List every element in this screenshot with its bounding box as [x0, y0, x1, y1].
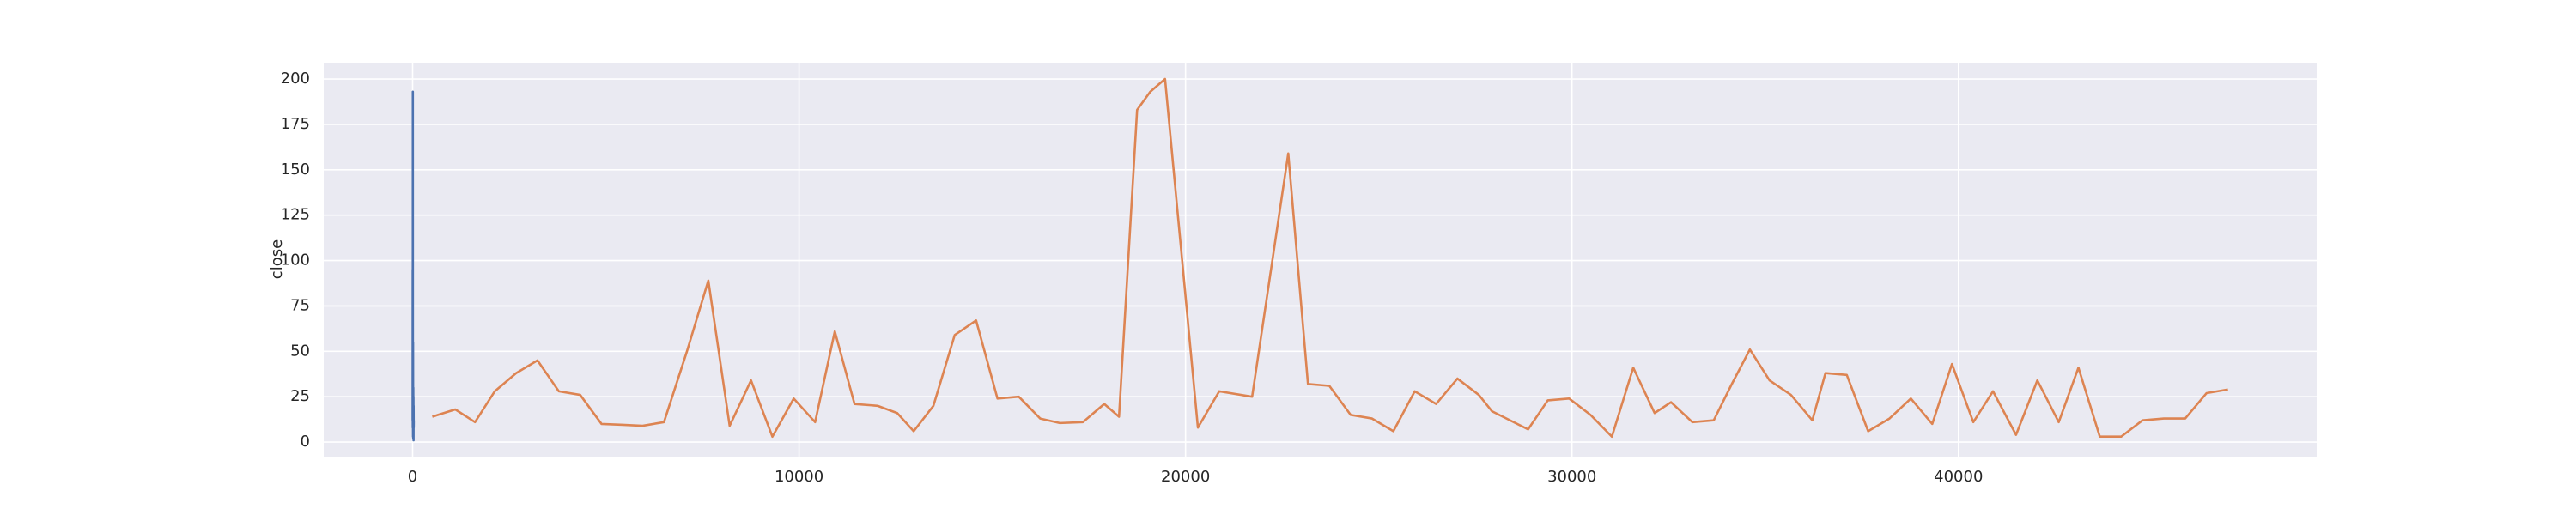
- y-axis-label: close: [268, 239, 286, 279]
- plot-background: [324, 63, 2317, 457]
- y-tick-label: 100: [281, 251, 310, 270]
- y-tick-label: 25: [290, 387, 310, 405]
- x-tick-label: 10000: [775, 468, 823, 486]
- line-series: [411, 90, 416, 442]
- y-tick-label: 150: [281, 161, 310, 179]
- x-tick-label: 40000: [1934, 468, 1983, 486]
- y-tick-label: 200: [281, 70, 310, 88]
- x-tick-label: 30000: [1547, 468, 1596, 486]
- y-tick-label: 175: [281, 115, 310, 133]
- y-tick-label: 75: [290, 296, 310, 314]
- y-tick-label: 125: [281, 206, 310, 224]
- x-tick-label: 0: [408, 468, 417, 486]
- line-series: [432, 77, 2228, 439]
- x-tick-label: 20000: [1161, 468, 1210, 486]
- y-tick-label: 0: [301, 433, 310, 451]
- y-tick-label: 50: [290, 342, 310, 360]
